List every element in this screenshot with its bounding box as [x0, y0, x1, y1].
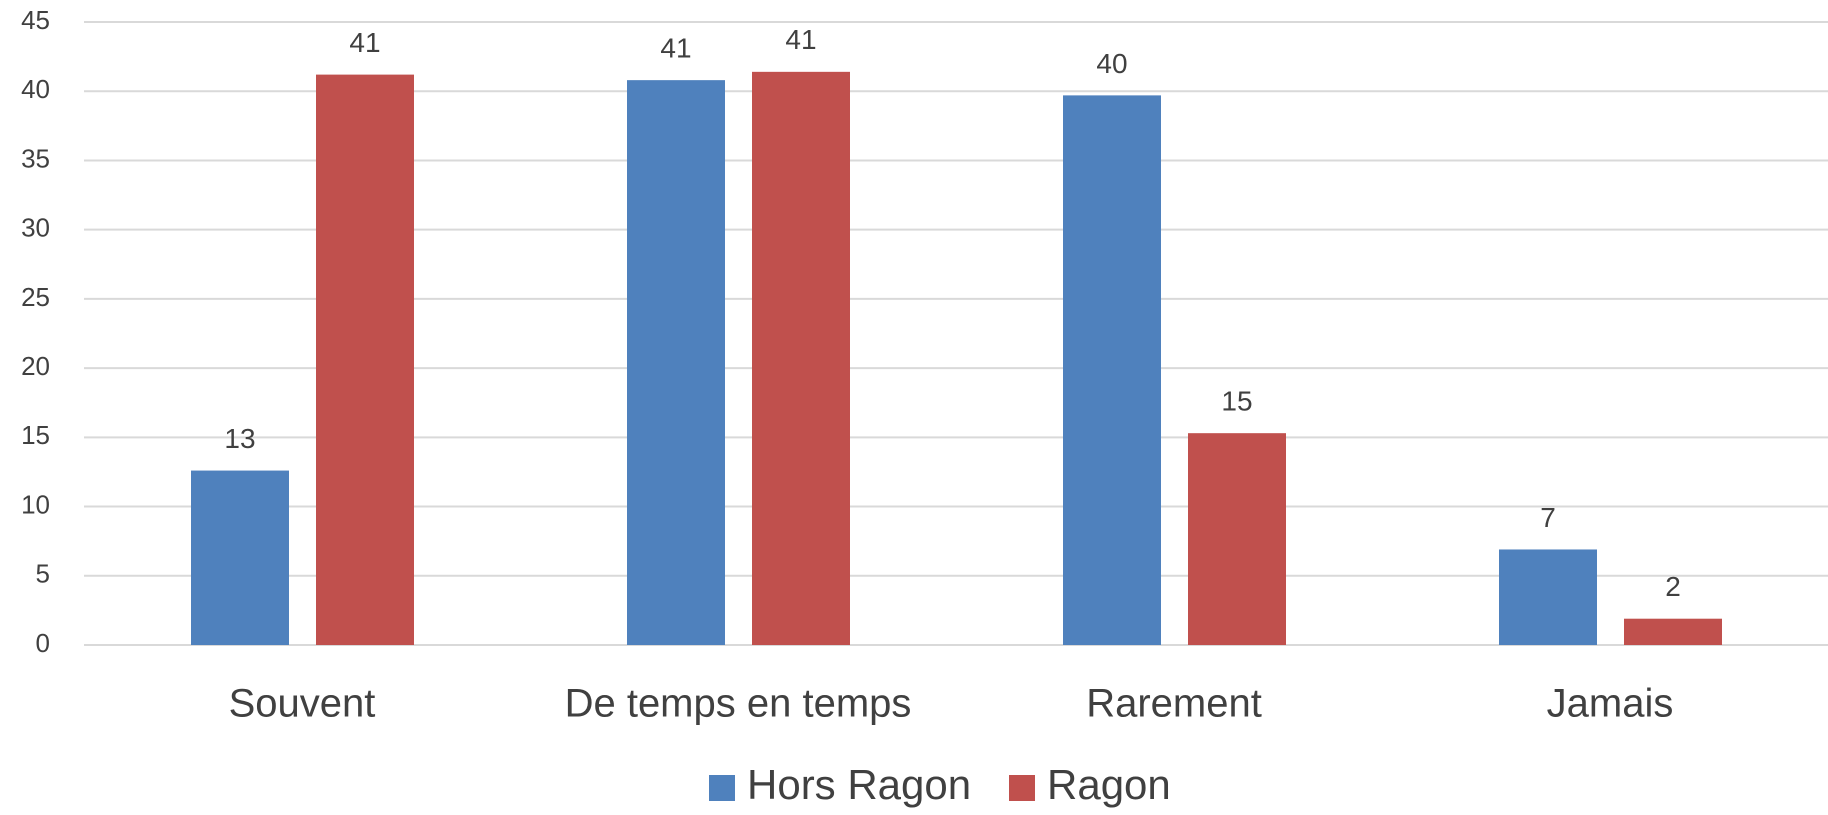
bar	[752, 71, 850, 646]
bar	[1499, 549, 1597, 645]
data-label: 41	[785, 24, 816, 55]
x-tick-label: Jamais	[1547, 682, 1674, 726]
y-tick-label: 40	[21, 74, 50, 104]
legend-label: Hors Ragon	[747, 761, 971, 808]
y-tick-label: 30	[21, 213, 50, 243]
legend-swatch	[709, 775, 735, 801]
legend-label: Ragon	[1047, 761, 1171, 808]
bar	[627, 80, 725, 645]
data-label: 2	[1665, 571, 1681, 602]
data-label: 41	[660, 33, 691, 64]
y-tick-label: 45	[21, 5, 50, 35]
bar	[1063, 95, 1161, 646]
data-label: 13	[224, 423, 255, 454]
x-tick-label: Rarement	[1086, 682, 1262, 726]
y-tick-label: 5	[36, 559, 50, 589]
y-tick-label: 20	[21, 351, 50, 381]
data-label: 15	[1221, 386, 1252, 417]
bar	[191, 470, 289, 645]
data-label: 41	[349, 27, 380, 58]
y-tick-label: 25	[21, 282, 50, 312]
bar	[316, 74, 414, 645]
bar	[1188, 433, 1286, 645]
y-tick-label: 15	[21, 420, 50, 450]
legend-swatch	[1009, 775, 1035, 801]
y-tick-label: 0	[36, 628, 50, 658]
bar	[1624, 618, 1722, 645]
y-tick-label: 10	[21, 489, 50, 519]
data-label: 7	[1540, 502, 1556, 533]
x-tick-label: De temps en temps	[565, 682, 912, 726]
data-label: 40	[1096, 48, 1127, 79]
y-tick-label: 35	[21, 143, 50, 173]
x-tick-label: Souvent	[229, 682, 376, 726]
